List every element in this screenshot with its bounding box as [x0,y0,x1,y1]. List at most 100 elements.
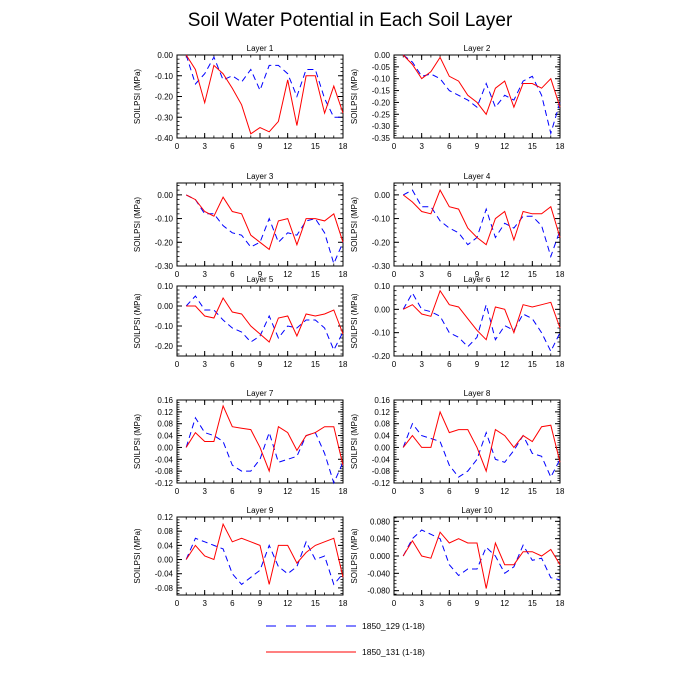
y-tick-label: -0.10 [155,215,174,224]
x-tick-label: 9 [475,142,480,151]
y-tick-label: 0.00 [374,51,390,60]
y-tick-label: -0.20 [155,342,174,351]
panel-title: Layer 10 [461,506,493,515]
y-tick-label: 0.00 [374,443,390,452]
x-tick-label: 12 [283,270,292,279]
x-tick-label: 0 [175,270,180,279]
y-tick-label: -0.30 [372,262,391,271]
x-tick-label: 18 [339,142,348,151]
x-tick-label: 18 [556,360,565,369]
chart-layer-10: Layer 10 SOILPSI (MPa) 0 3 6 9 12 15 18 -0.080 -0.… [350,506,565,608]
y-tick-label: -0.30 [372,122,391,131]
x-tick-label: 6 [447,360,452,369]
series-line-1850-131 [185,404,344,473]
plot-frame [176,399,344,484]
panel-title: Layer 3 [247,172,274,181]
series-line-1850-129 [185,194,344,266]
series-line-1850-129 [185,416,344,485]
x-tick-label: 6 [447,270,452,279]
y-tick-label: 0.04 [157,432,173,441]
x-tick-label: 12 [500,142,509,151]
y-axis-label: SOILPSI (MPa) [350,197,359,252]
series-line-1850-129 [185,537,344,586]
y-tick-label: -0.10 [372,75,391,84]
y-tick-label: 0.16 [374,396,390,405]
series-line-1850-129 [402,291,561,353]
series-line-1850-131 [402,188,561,246]
y-tick-label: -0.20 [155,238,174,247]
series-line-1850-131 [402,54,561,116]
x-tick-label: 3 [419,599,424,608]
series-line-1850-129 [402,54,561,136]
legend: 1850_129 (1-18) 1850_131 (1-18) [266,621,425,657]
plot-frame [176,54,344,139]
panel-title: Layer 1 [247,44,274,53]
y-tick-label: -0.080 [367,587,390,596]
chart-layer-1: Layer 1 SOILPSI (MPa) 0 3 6 9 12 15 18 -0.40 -0.30… [133,44,348,151]
x-tick-label: 6 [230,599,235,608]
x-tick-label: 15 [528,487,537,496]
y-tick-label: 0.00 [157,191,173,200]
legend-label: 1850_131 (1-18) [362,647,425,657]
x-tick-label: 0 [392,360,397,369]
plot-frame [393,516,561,596]
x-tick-label: 12 [283,360,292,369]
series-line-1850-129 [402,189,561,259]
y-tick-label: -0.04 [155,455,174,464]
x-tick-label: 12 [500,599,509,608]
x-tick-label: 0 [392,487,397,496]
y-tick-label: 0.12 [157,513,173,522]
x-tick-label: 3 [202,142,207,151]
plot-frame [393,54,561,139]
x-tick-label: 6 [447,599,452,608]
series-line-1850-129 [185,295,344,352]
series-line-1850-131 [402,410,561,473]
y-tick-label: 0.040 [370,535,391,544]
x-tick-label: 6 [230,360,235,369]
chart-layer-9: Layer 9 SOILPSI (MPa) 0 3 6 9 12 15 18 -0.08 -0.04… [133,506,348,608]
x-tick-label: 6 [230,270,235,279]
panel-title: Layer 4 [464,172,491,181]
y-tick-label: -0.20 [155,93,174,102]
series-line-1850-131 [185,194,344,251]
x-tick-label: 15 [528,270,537,279]
x-tick-label: 3 [419,270,424,279]
y-tick-label: -0.10 [372,215,391,224]
y-tick-label: 0.080 [370,517,391,526]
x-tick-label: 0 [175,142,180,151]
y-tick-label: 0.00 [374,191,390,200]
y-axis-label: SOILPSI (MPa) [350,293,359,348]
chart-layer-6: Layer 6 SOILPSI (MPa) 0 3 6 9 12 15 18 -0.20 -0.10… [350,275,565,369]
x-tick-label: 15 [311,599,320,608]
panel-title: Layer 9 [247,506,274,515]
x-tick-label: 18 [339,270,348,279]
x-tick-label: 12 [500,270,509,279]
y-tick-label: -0.20 [372,238,391,247]
panel-title: Layer 5 [247,275,274,284]
x-tick-label: 15 [311,360,320,369]
y-axis-label: SOILPSI (MPa) [133,414,142,469]
x-tick-label: 3 [419,360,424,369]
x-tick-label: 12 [500,360,509,369]
series-line-1850-129 [402,422,561,479]
panel-title: Layer 8 [464,389,491,398]
chart-layer-3: Layer 3 SOILPSI (MPa) 0 3 6 9 12 15 18 -0.30 -0.20… [133,172,348,279]
chart-layer-2: Layer 2 SOILPSI (MPa) 0 3 6 9 12 15 18 -0.35 -0.30… [350,44,565,151]
y-tick-label: 0.00 [374,305,390,314]
x-tick-label: 18 [556,142,565,151]
x-tick-label: 18 [339,487,348,496]
x-tick-label: 15 [311,270,320,279]
y-tick-label: -0.35 [372,134,391,143]
y-tick-label: -0.15 [372,87,391,96]
x-tick-label: 3 [419,142,424,151]
panel-title: Layer 6 [464,275,491,284]
x-tick-label: 9 [475,599,480,608]
x-tick-label: 3 [419,487,424,496]
series-line-1850-131 [185,522,344,585]
y-tick-label: -0.30 [155,262,174,271]
y-tick-label: 0.04 [374,432,390,441]
plot-frame [393,399,561,484]
x-tick-label: 18 [556,270,565,279]
y-axis-label: SOILPSI (MPa) [133,69,142,124]
y-tick-label: -0.08 [155,467,174,476]
